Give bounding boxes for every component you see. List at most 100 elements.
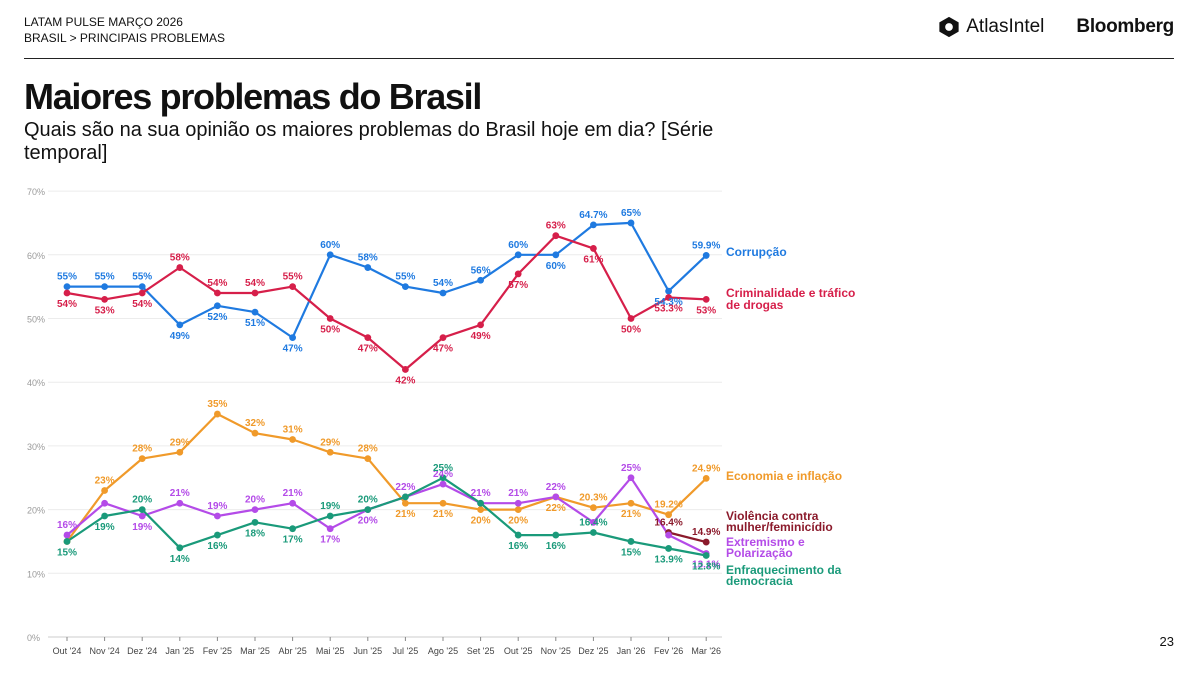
series-name-enfraquecimento-da-democracia: Enfraquecimento da bbox=[726, 563, 842, 577]
data-point-criminalidade-e-trafico-de-drogas bbox=[364, 334, 372, 342]
data-label-corrupcao: 55% bbox=[95, 272, 115, 283]
data-point-enfraquecimento-da-democracia bbox=[364, 506, 372, 513]
data-point-enfraquecimento-da-democracia bbox=[439, 474, 447, 482]
data-point-extremismo-e-polarizacao bbox=[590, 518, 597, 526]
data-point-extremismo-e-polarizacao bbox=[514, 499, 522, 507]
data-point-enfraquecimento-da-democracia bbox=[702, 552, 710, 559]
data-label-enfraquecimento-da-democracia: 15% bbox=[621, 547, 641, 558]
y-tick-label: 60% bbox=[27, 251, 45, 261]
data-label-economia-e-inflacao: 22% bbox=[546, 503, 566, 514]
data-label-corrupcao: 54% bbox=[433, 278, 453, 289]
y-tick-label: 30% bbox=[27, 442, 45, 452]
data-point-criminalidade-e-trafico-de-drogas bbox=[101, 295, 108, 303]
breadcrumb: BRASIL > PRINCIPAIS PROBLEMAS bbox=[24, 31, 226, 45]
data-label-economia-e-inflacao: 19.2% bbox=[654, 500, 682, 511]
data-point-extremismo-e-polarizacao bbox=[289, 499, 296, 507]
data-point-enfraquecimento-da-democracia bbox=[214, 531, 221, 539]
series-name-violencia-contra-mulher-feminicidio: mulher/feminicídio bbox=[726, 520, 833, 534]
data-label-economia-e-inflacao: 35% bbox=[207, 399, 227, 410]
data-label-corrupcao: 49% bbox=[170, 331, 190, 342]
data-point-economia-e-inflacao bbox=[326, 448, 334, 456]
data-point-enfraquecimento-da-democracia bbox=[552, 531, 560, 539]
data-point-extremismo-e-polarizacao bbox=[176, 499, 184, 507]
data-label-extremismo-e-polarizacao: 20% bbox=[358, 516, 378, 527]
data-label-corrupcao: 56% bbox=[471, 265, 491, 276]
data-label-economia-e-inflacao: 28% bbox=[132, 444, 152, 455]
x-tick-label: Nov '24 bbox=[89, 646, 119, 656]
data-point-extremismo-e-polarizacao bbox=[138, 512, 146, 520]
x-tick-label: Jan '25 bbox=[165, 646, 194, 656]
series-line-extremismo-e-polarizacao bbox=[66, 476, 707, 555]
data-label-economia-e-inflacao: 20.3% bbox=[579, 493, 607, 504]
data-label-criminalidade-e-trafico-de-drogas: 53% bbox=[696, 305, 716, 316]
data-label-economia-e-inflacao: 21% bbox=[433, 509, 453, 520]
data-label-enfraquecimento-da-democracia: 14% bbox=[170, 554, 190, 565]
data-point-violencia-contra-mulher-feminicidio bbox=[702, 538, 710, 546]
data-label-criminalidade-e-trafico-de-drogas: 54% bbox=[207, 278, 227, 289]
data-point-corrupcao bbox=[627, 219, 635, 227]
series-name-violencia-contra-mulher-feminicidio: Violência contra bbox=[726, 509, 819, 523]
data-label-enfraquecimento-da-democracia: 12.8% bbox=[692, 561, 720, 572]
x-tick-label: Fev '26 bbox=[654, 646, 683, 656]
series-line-criminalidade-e-trafico-de-drogas bbox=[66, 234, 707, 371]
data-label-enfraquecimento-da-democracia: 15% bbox=[57, 547, 77, 558]
data-label-corrupcao: 60% bbox=[508, 240, 528, 251]
y-tick-label: 40% bbox=[27, 378, 45, 388]
data-label-extremismo-e-polarizacao: 17% bbox=[320, 535, 340, 546]
data-label-corrupcao: 55% bbox=[395, 272, 415, 283]
data-label-criminalidade-e-trafico-de-drogas: 47% bbox=[358, 344, 378, 355]
data-point-extremismo-e-polarizacao bbox=[214, 512, 221, 520]
data-label-enfraquecimento-da-democracia: 16% bbox=[546, 541, 566, 552]
data-point-economia-e-inflacao bbox=[590, 504, 597, 512]
page-subtitle: Quais são na sua opinião os maiores prob… bbox=[24, 119, 714, 164]
data-point-enfraquecimento-da-democracia bbox=[63, 538, 71, 545]
x-tick-label: Mar '26 bbox=[691, 646, 721, 656]
chart-data-points bbox=[63, 219, 710, 559]
data-label-extremismo-e-polarizacao: 21% bbox=[170, 488, 190, 499]
brand-logos: AtlasIntel Bloomberg bbox=[938, 16, 1174, 38]
data-label-extremismo-e-polarizacao: 21% bbox=[508, 488, 528, 499]
x-tick-label: Out '25 bbox=[504, 646, 533, 656]
data-label-extremismo-e-polarizacao: 25% bbox=[621, 463, 641, 474]
atlasintel-logo-icon bbox=[939, 16, 959, 38]
chart-grid bbox=[48, 190, 722, 638]
series-name-extremismo-e-polarizacao: Extremismo e bbox=[726, 535, 805, 549]
data-point-criminalidade-e-trafico-de-drogas bbox=[552, 232, 560, 240]
data-label-economia-e-inflacao: 29% bbox=[320, 437, 340, 448]
data-label-corrupcao: 55% bbox=[132, 272, 152, 283]
data-point-enfraquecimento-da-democracia bbox=[176, 544, 184, 552]
data-point-corrupcao bbox=[402, 283, 409, 291]
data-label-corrupcao: 64.7% bbox=[579, 210, 607, 221]
data-point-corrupcao bbox=[665, 287, 672, 295]
data-label-criminalidade-e-trafico-de-drogas: 57% bbox=[508, 280, 528, 291]
report-name: LATAM PULSE MARÇO 2026 bbox=[24, 15, 183, 29]
data-point-economia-e-inflacao bbox=[477, 506, 484, 513]
data-point-extremismo-e-polarizacao bbox=[251, 506, 259, 513]
data-label-violencia-contra-mulher-feminicidio: 16.4% bbox=[654, 518, 682, 529]
data-point-corrupcao bbox=[214, 302, 221, 310]
data-label-criminalidade-e-trafico-de-drogas: 47% bbox=[433, 344, 453, 355]
chart-data-labels: 55% 55% 55% 49% 52% 51% 47% 60% 58% 55% 54% 56% 60% 6… bbox=[57, 208, 720, 573]
y-tick-label: 10% bbox=[27, 569, 45, 579]
data-label-economia-e-inflacao: 20% bbox=[508, 516, 528, 527]
data-point-corrupcao bbox=[251, 308, 259, 316]
series-line-corrupcao bbox=[67, 221, 707, 339]
data-label-extremismo-e-polarizacao: 21% bbox=[283, 488, 303, 499]
data-label-enfraquecimento-da-democracia: 19% bbox=[320, 501, 340, 512]
chart-series-lines bbox=[66, 221, 707, 557]
data-label-criminalidade-e-trafico-de-drogas: 53% bbox=[95, 305, 115, 316]
data-label-extremismo-e-polarizacao: 13.1% bbox=[692, 560, 720, 571]
chart-axes: 0% 10% 20% 30% 40% 50% 60% 70% Out '24 Nov '24 Dez… bbox=[27, 187, 721, 656]
report-header: LATAM PULSE MARÇO 2026 BRASIL > PRINCIPA… bbox=[24, 14, 225, 46]
data-label-criminalidade-e-trafico-de-drogas: 42% bbox=[395, 375, 415, 386]
data-label-criminalidade-e-trafico-de-drogas: 55% bbox=[283, 272, 303, 283]
atlasintel-logo: AtlasIntel bbox=[938, 16, 1044, 38]
data-point-enfraquecimento-da-democracia bbox=[590, 529, 597, 536]
x-tick-label: Out '24 bbox=[53, 646, 82, 656]
data-point-economia-e-inflacao bbox=[702, 474, 710, 482]
data-point-enfraquecimento-da-democracia bbox=[477, 499, 484, 507]
series-line-violencia-contra-mulher-feminicidio bbox=[668, 531, 707, 544]
data-point-criminalidade-e-trafico-de-drogas bbox=[702, 295, 710, 303]
data-point-criminalidade-e-trafico-de-drogas bbox=[251, 289, 259, 297]
data-label-criminalidade-e-trafico-de-drogas: 61% bbox=[583, 254, 603, 265]
